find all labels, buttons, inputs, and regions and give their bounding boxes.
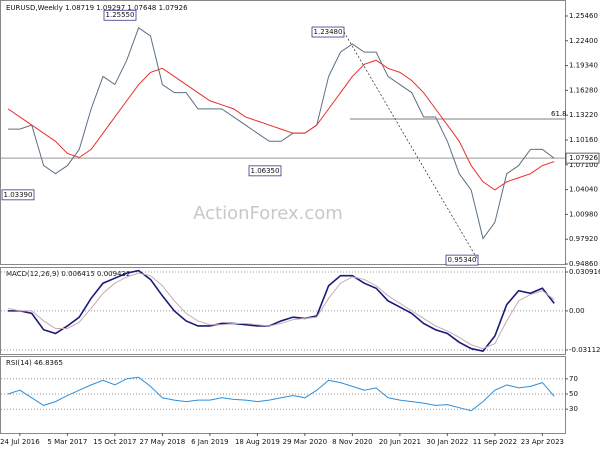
y-tick-label: -0.031124 bbox=[569, 346, 600, 354]
annotation-label: 0.95340 bbox=[448, 256, 477, 264]
y-tick-label: 1.07100 bbox=[569, 161, 598, 169]
y-tick-label: 0.97920 bbox=[569, 235, 598, 243]
fib-label: 61.8 bbox=[551, 110, 567, 118]
annotation-box bbox=[1, 189, 35, 201]
x-tick-label: 27 May 2018 bbox=[140, 438, 186, 446]
y-tick-label: 1.13220 bbox=[569, 111, 598, 119]
y-tick-label: 1.25460 bbox=[569, 12, 598, 20]
annotation-label: 1.23480 bbox=[314, 28, 343, 36]
x-tick-label: 11 Sep 2022 bbox=[473, 438, 517, 446]
x-tick-label: 5 Mar 2017 bbox=[47, 438, 87, 446]
series-line bbox=[7, 272, 555, 350]
annotation-label: 1.03390 bbox=[4, 191, 33, 199]
y-tick-label: 1.16280 bbox=[569, 86, 598, 94]
series-line bbox=[7, 59, 555, 191]
last-price-box bbox=[565, 152, 600, 164]
x-tick-label: 15 Oct 2017 bbox=[93, 438, 136, 446]
annotation-box bbox=[248, 165, 282, 177]
macd-title: MACD(12,26,9) 0.006415 0.009432 bbox=[6, 270, 130, 278]
trend-line bbox=[343, 31, 479, 261]
x-tick-label: 24 Jul 2016 bbox=[0, 438, 40, 446]
annotation-label: 1.25550 bbox=[106, 11, 135, 19]
y-tick-label: 1.19340 bbox=[569, 62, 598, 70]
price-panel bbox=[0, 0, 566, 265]
last-price-label: 1.07926 bbox=[569, 154, 598, 162]
x-tick-label: 23 Apr 2023 bbox=[521, 438, 564, 446]
series-line bbox=[7, 376, 555, 412]
series-line bbox=[8, 269, 555, 352]
y-tick-label: 50 bbox=[569, 390, 578, 398]
x-tick-label: 30 Jan 2022 bbox=[426, 438, 468, 446]
y-tick-label: 70 bbox=[569, 375, 578, 383]
x-tick-label: 18 Aug 2019 bbox=[235, 438, 280, 446]
rsi-panel bbox=[0, 356, 566, 434]
y-tick-label: 0.030916 bbox=[569, 268, 600, 276]
x-tick-label: 29 Mar 2020 bbox=[283, 438, 327, 446]
y-tick-label: 0.00 bbox=[569, 307, 585, 315]
y-tick-label: 1.22400 bbox=[569, 37, 598, 45]
y-tick-label: 1.00980 bbox=[569, 210, 598, 218]
y-tick-label: 0.94860 bbox=[569, 260, 598, 268]
annotation-box bbox=[103, 9, 137, 21]
y-tick-label: 30 bbox=[569, 405, 578, 413]
annotation-label: 1.06350 bbox=[251, 167, 280, 175]
x-tick-label: 6 Jan 2019 bbox=[191, 438, 229, 446]
rsi-title: RSI(14) 46.8365 bbox=[6, 359, 63, 367]
series-line bbox=[8, 27, 555, 240]
chart-title: EURUSD,Weekly 1.08719 1.09297 1.07648 1.… bbox=[6, 4, 188, 12]
x-tick-label: 8 Nov 2020 bbox=[332, 438, 372, 446]
watermark: ActionForex.com bbox=[193, 203, 343, 224]
x-tick-label: 20 Jun 2021 bbox=[379, 438, 421, 446]
y-tick-label: 1.10160 bbox=[569, 136, 598, 144]
y-tick-label: 1.04040 bbox=[569, 186, 598, 194]
